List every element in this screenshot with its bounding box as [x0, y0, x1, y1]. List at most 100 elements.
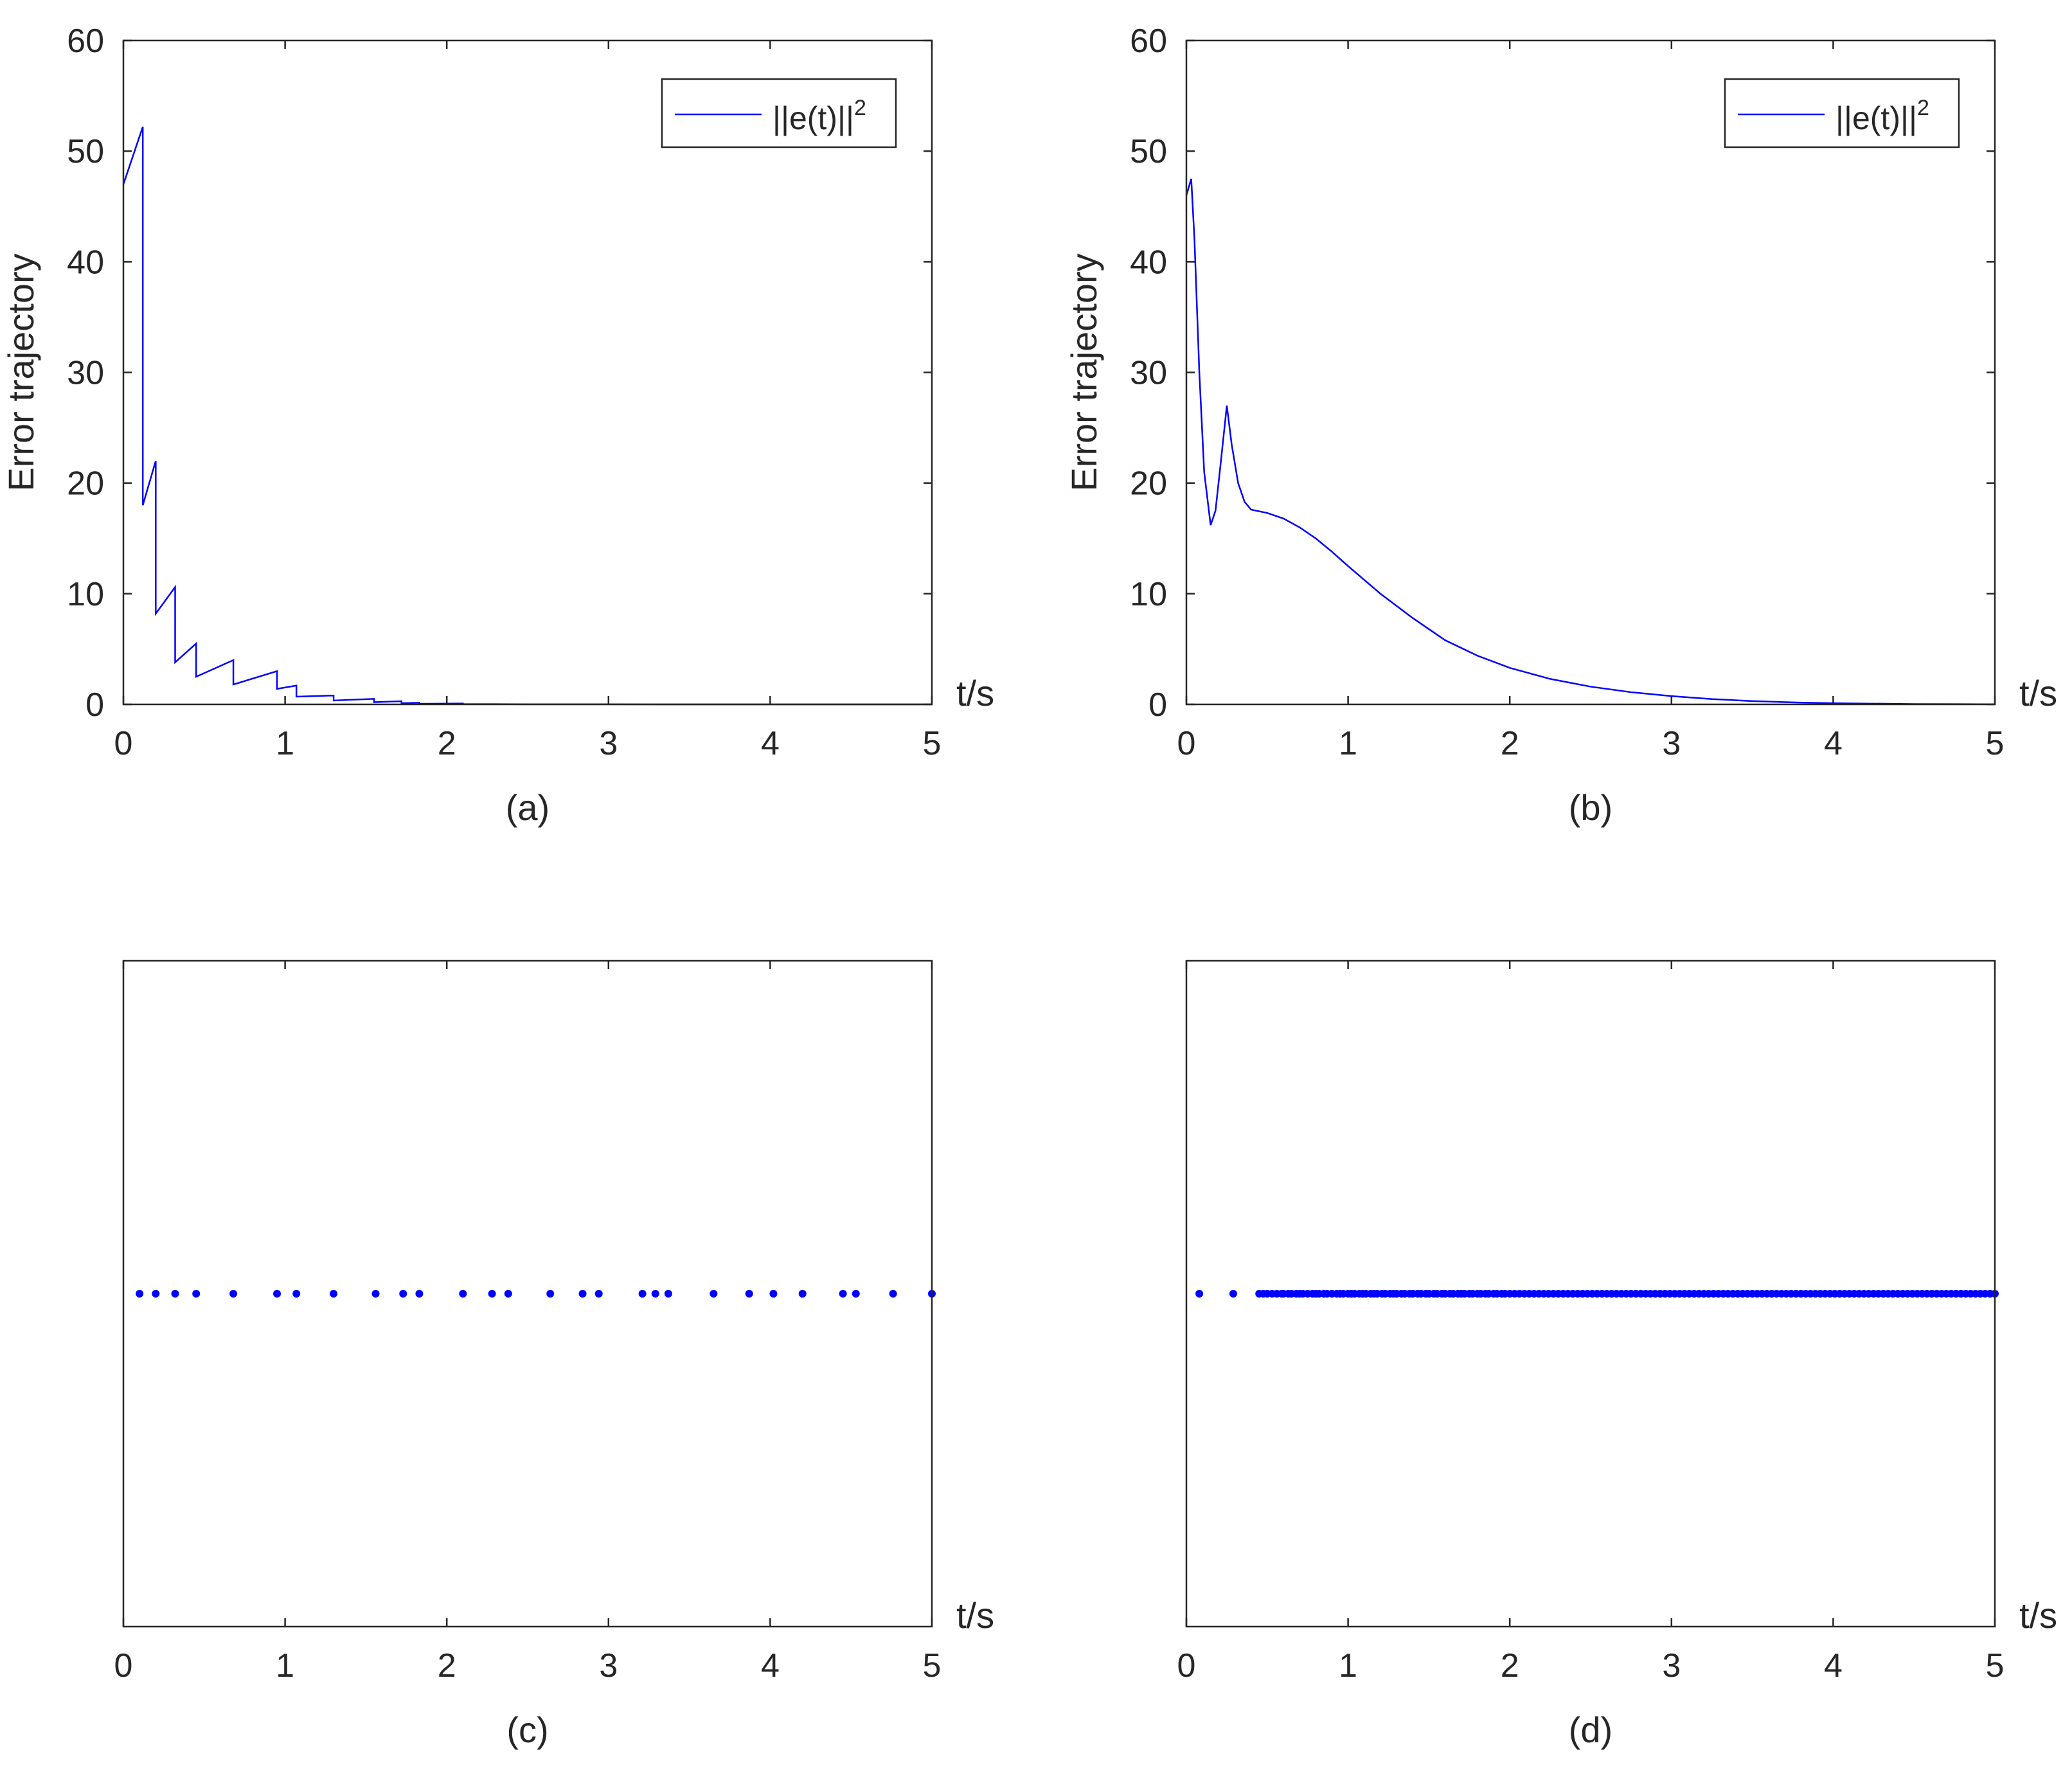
panel-a-xtick-label: 4	[761, 725, 780, 762]
panel-b-xtick-label: 3	[1662, 725, 1681, 762]
panel-b-ytick-label: 50	[1130, 133, 1167, 170]
panel-c-event-marker	[292, 1290, 301, 1298]
panel-d-caption: (d)	[1569, 1710, 1612, 1750]
panel-a-ytick-label: 40	[67, 244, 104, 281]
panel-b-xtick-label: 2	[1501, 725, 1519, 762]
panel-b-x-axis-label: t/s	[2019, 673, 2057, 713]
panel-c-xtick-label: 4	[761, 1647, 780, 1684]
panel-c-event-marker	[330, 1290, 338, 1298]
panel-c-event-marker	[839, 1290, 847, 1298]
panel-a-x-axis-label: t/s	[956, 673, 994, 713]
panel-b-xtick-label: 4	[1824, 725, 1843, 762]
panel-c-event-marker	[273, 1290, 281, 1298]
panel-a-xtick-label: 1	[276, 725, 294, 762]
panel-b-ytick-label: 0	[1148, 686, 1167, 724]
panel-a-ytick-label: 10	[67, 576, 104, 613]
panel-d: 0 1 2 3 4 5 t/s (d)	[1177, 960, 2057, 1750]
panel-c-xtick-label: 2	[438, 1647, 456, 1684]
panel-d-xtick-label: 0	[1177, 1647, 1196, 1684]
panel-c-event-marker	[769, 1290, 778, 1298]
panel-a-xtick-label: 0	[114, 725, 133, 762]
panel-b-series-line	[1185, 178, 1996, 706]
panel-c-event-marker	[136, 1290, 144, 1298]
panel-b-ytick-label: 10	[1130, 576, 1167, 613]
panel-c: 0 1 2 3 4 5 t/s (c)	[114, 960, 994, 1750]
panel-a-caption: (a)	[506, 787, 549, 828]
panel-b-y-axis-label: Error trajectory	[1064, 253, 1104, 491]
panel-c-event-marker	[546, 1290, 555, 1298]
panel-a-ytick-label: 0	[85, 686, 104, 724]
panel-a-ytick-label: 20	[67, 465, 104, 503]
panel-a-legend-base: ||e(t)||	[773, 100, 854, 136]
panel-a-axes-box	[122, 39, 933, 706]
panel-c-event-marker	[371, 1290, 380, 1298]
panel-c-ticks: 0 1 2 3 4 5	[114, 961, 942, 1684]
panel-b-legend: ||e(t)||2	[1724, 78, 1960, 148]
panel-c-event-marker	[578, 1290, 587, 1298]
panel-c-caption: (c)	[506, 1710, 548, 1750]
panel-d-xtick-label: 1	[1339, 1647, 1357, 1684]
panel-b-xtick-label: 1	[1339, 725, 1357, 762]
panel-c-xtick-label: 1	[276, 1647, 294, 1684]
panel-b-legend-label: ||e(t)||2	[1835, 96, 1929, 136]
panel-b-legend-box	[1724, 78, 1960, 148]
panel-b-ytick-label: 30	[1130, 355, 1167, 392]
panel-b-legend-sup: 2	[1917, 96, 1929, 120]
panel-d-xtick-label: 4	[1824, 1647, 1843, 1684]
panel-c-event-marker	[504, 1290, 512, 1298]
panel-b-ytick-label: 20	[1130, 465, 1167, 503]
panel-c-event-marker	[710, 1290, 718, 1298]
panel-d-ticks: 0 1 2 3 4 5	[1177, 961, 2005, 1684]
panel-d-event-marker	[1195, 1290, 1204, 1298]
panel-d-axes-box	[1185, 960, 1996, 1628]
panel-c-xtick-label: 5	[923, 1647, 942, 1684]
panel-b-ytick-label: 60	[1130, 22, 1167, 60]
panel-a-legend: ||e(t)||2	[661, 78, 897, 148]
panel-c-event-marker	[415, 1290, 424, 1298]
panel-a-xtick-label: 2	[438, 725, 456, 762]
panel-c-event-marker	[229, 1290, 238, 1298]
panel-c-event-marker	[852, 1290, 860, 1298]
panel-c-xtick-label: 0	[114, 1647, 133, 1684]
panel-d-event-marker	[1229, 1290, 1237, 1298]
panel-c-event-marker	[459, 1290, 467, 1298]
panel-a-ytick-label: 50	[67, 133, 104, 170]
panel-d-xtick-label: 5	[1986, 1647, 2005, 1684]
panel-c-event-marker	[889, 1290, 897, 1298]
panel-a-ytick-label: 60	[67, 22, 104, 60]
panel-c-event-marker	[171, 1290, 179, 1298]
panel-b-axes-box	[1185, 39, 1996, 706]
panel-c-event-marker	[488, 1290, 496, 1298]
panel-a-ytick-label: 30	[67, 355, 104, 392]
panel-b-legend-base: ||e(t)||	[1835, 100, 1917, 136]
panel-d-markers	[1195, 1290, 1999, 1298]
panel-c-event-marker	[638, 1290, 647, 1298]
panel-b-xtick-label: 0	[1177, 725, 1196, 762]
panel-a-legend-label: ||e(t)||2	[773, 96, 866, 136]
panel-a-xtick-label: 5	[923, 725, 942, 762]
panel-c-event-marker	[192, 1290, 201, 1298]
panel-a-legend-box	[661, 78, 897, 148]
panel-a-y-axis-label: Error trajectory	[1, 253, 41, 491]
panel-a-xtick-label: 3	[599, 725, 618, 762]
panel-a-legend-sup: 2	[854, 96, 866, 120]
panel-d-xtick-label: 2	[1501, 1647, 1519, 1684]
panel-c-xtick-label: 3	[599, 1647, 618, 1684]
panel-c-x-axis-label: t/s	[956, 1595, 994, 1636]
panel-c-event-marker	[651, 1290, 659, 1298]
panel-c-event-marker	[798, 1290, 807, 1298]
panel-d-xtick-label: 3	[1662, 1647, 1681, 1684]
panel-c-event-marker	[152, 1290, 160, 1298]
panel-c-axes-box	[122, 960, 933, 1628]
panel-b-xtick-label: 5	[1986, 725, 2005, 762]
panel-c-event-marker	[594, 1290, 603, 1298]
panel-c-event-marker	[664, 1290, 672, 1298]
panel-c-event-marker	[745, 1290, 753, 1298]
panel-d-x-axis-label: t/s	[2019, 1595, 2057, 1636]
